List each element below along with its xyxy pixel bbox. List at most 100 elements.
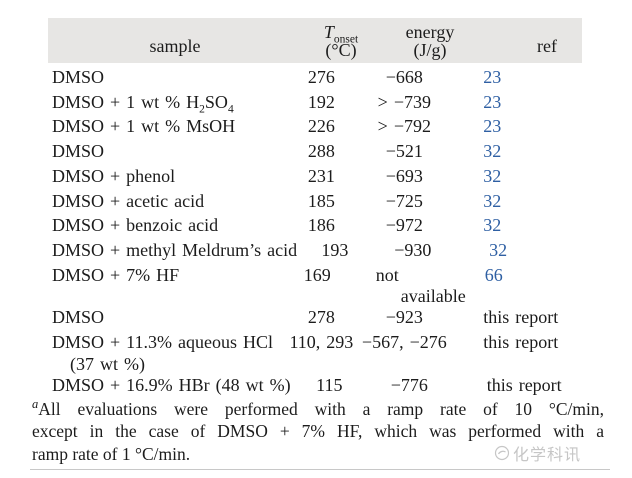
ref-cell: 23 xyxy=(447,90,582,115)
sample-text: DMSO + methyl Meldrum’s acid xyxy=(52,239,298,260)
header-ref-label: ref xyxy=(537,36,557,57)
header-ref: ref xyxy=(476,34,582,63)
t-onset-cell: 186 xyxy=(307,215,335,236)
sample-cell: DMSO + 16.9% HBr (48 wt %) xyxy=(48,373,291,398)
ref-cell: 32 xyxy=(447,213,582,238)
t-onset-cell: 276 xyxy=(307,67,335,87)
table-row: DMSO 288 −521 32 xyxy=(48,139,582,164)
table-row: DMSO 278 −923 this report xyxy=(48,305,582,330)
header-energy: energy (J/g) xyxy=(384,23,476,63)
footnote-line: ramp rate of 1 °C/min. xyxy=(32,443,191,464)
energy-cell: −725 xyxy=(385,190,423,211)
sample-cell: DMSO + 1 wt % H2SO4 xyxy=(48,90,281,115)
header-energy-label: energy xyxy=(405,22,455,42)
sample-cell: DMSO + benzoic acid xyxy=(48,213,281,238)
ref-cell: 32 xyxy=(447,164,582,189)
header-t-onset-unit: (°C) xyxy=(325,40,357,60)
sample-continuation: (37 wt %) xyxy=(70,353,145,374)
reference-text: this report xyxy=(486,374,562,395)
reference-link[interactable]: 32 xyxy=(483,165,502,186)
energy-cell: −972 xyxy=(385,215,423,236)
reference-link[interactable]: 23 xyxy=(483,67,502,87)
header-sample: sample xyxy=(48,34,298,63)
ref-cell: this report xyxy=(447,330,582,373)
energy-cell: −693 xyxy=(385,165,423,186)
sample-text: DMSO + 16.9% HBr (48 wt %) xyxy=(52,374,291,395)
t-onset-cell: 115 xyxy=(316,374,343,395)
sample-text: DMSO + 1 wt % MsOH xyxy=(52,116,236,137)
ref-cell: 23 xyxy=(447,114,582,139)
t-onset-cell: 185 xyxy=(307,190,335,211)
footnote-line: except in the case of DMSO + 7% HF, whic… xyxy=(32,421,604,442)
header-sample-label: sample xyxy=(149,36,201,57)
sample-text: DMSO xyxy=(52,67,105,87)
table-body: DMSO 276 −668 23 DMSO + 1 wt % H2SO4 192… xyxy=(48,63,582,397)
energy-continuation: available xyxy=(400,286,466,307)
energy-cell: −668 xyxy=(385,67,423,87)
t-onset-cell: 192 xyxy=(307,91,335,112)
ref-cell: 32 xyxy=(453,238,582,263)
t-onset-cell: 169 xyxy=(303,264,331,285)
reference-link[interactable]: 23 xyxy=(483,91,502,112)
sample-text: DMSO + benzoic acid xyxy=(52,215,219,236)
footnote-marker: a xyxy=(32,397,39,412)
t-onset-cell: 231 xyxy=(307,165,335,186)
reference-text: this report xyxy=(483,332,559,353)
ref-cell: this report xyxy=(447,305,582,330)
table-row: DMSO + 11.3% aqueous HCl (37 wt %) 110, 2… xyxy=(48,330,582,373)
sample-text: DMSO xyxy=(52,307,105,328)
watermark-text: 化学科讯 xyxy=(513,447,582,464)
reference-text: this report xyxy=(483,307,559,328)
ref-cell: 32 xyxy=(447,139,582,164)
reference-link[interactable]: 32 xyxy=(489,239,508,260)
sample-cell: DMSO xyxy=(48,65,281,90)
t-onset-cell: 288 xyxy=(307,141,335,162)
reference-link[interactable]: 66 xyxy=(484,264,503,285)
reference-link[interactable]: 32 xyxy=(483,190,502,211)
table-row: DMSO + 1 wt % MsOH 226 > −792 23 xyxy=(48,114,582,139)
sample-text: DMSO xyxy=(52,141,105,162)
sample-cell: DMSO + phenol xyxy=(48,164,281,189)
footnote: aAll evaluations were performed with a r… xyxy=(32,398,604,465)
table-row: DMSO + methyl Meldrum’s acid 193 −930 32 xyxy=(48,238,582,263)
header-energy-unit: (J/g) xyxy=(413,40,447,60)
header-t-onset: Tonset (°C) xyxy=(298,23,384,63)
reference-link[interactable]: 32 xyxy=(483,215,502,236)
sample-cell: DMSO + 11.3% aqueous HCl (37 wt %) xyxy=(48,330,281,373)
watermark: 化学科讯 xyxy=(494,441,581,465)
sample-cell: DMSO xyxy=(48,139,281,164)
sample-text: DMSO + phenol xyxy=(52,165,176,186)
reference-link[interactable]: 23 xyxy=(483,116,502,137)
bottom-rule xyxy=(30,469,610,470)
sample-cell: DMSO + acetic acid xyxy=(48,189,281,214)
t-onset-cell: 193 xyxy=(321,239,349,260)
t-onset-cell: 226 xyxy=(307,116,335,137)
ref-cell: this report xyxy=(451,373,582,398)
sample-cell: DMSO + methyl Meldrum’s acid xyxy=(48,238,297,263)
table-row: DMSO + 16.9% HBr (48 wt %) 115 −776 this… xyxy=(48,373,582,398)
t-onset-cell: 110, 293 xyxy=(289,332,354,353)
sample-cell: DMSO xyxy=(48,305,281,330)
sample-cell: DMSO + 1 wt % MsOH xyxy=(48,114,281,139)
sample-text: DMSO + 1 wt % H2SO4 xyxy=(52,91,234,116)
table-header: sample Tonset (°C) energy (J/g) ref xyxy=(48,18,582,63)
ref-cell: 32 xyxy=(447,189,582,214)
energy-cell: not available xyxy=(375,264,466,307)
energy-cell: −521 xyxy=(385,141,423,162)
table-row: DMSO + 1 wt % H2SO4 192 > −739 23 xyxy=(48,90,582,115)
reference-link[interactable]: 32 xyxy=(483,141,502,162)
table-row: DMSO + phenol 231 −693 32 xyxy=(48,164,582,189)
ref-cell: 66 xyxy=(449,263,582,306)
table-row: DMSO + acetic acid 185 −725 32 xyxy=(48,189,582,214)
watermark-logo-icon xyxy=(494,445,510,461)
sample-text: DMSO + 11.3% aqueous HCl xyxy=(52,332,273,353)
t-onset-cell: 278 xyxy=(307,307,335,328)
footnote-line: aAll evaluations were performed with a r… xyxy=(32,397,604,419)
energy-cell: > −792 xyxy=(377,116,431,137)
table-row: DMSO + benzoic acid 186 −972 32 xyxy=(48,213,582,238)
table-row: DMSO 276 −668 23 xyxy=(48,65,582,90)
energy-cell: > −739 xyxy=(377,91,431,112)
energy-cell: −776 xyxy=(390,374,428,395)
energy-cell: −930 xyxy=(394,239,432,260)
